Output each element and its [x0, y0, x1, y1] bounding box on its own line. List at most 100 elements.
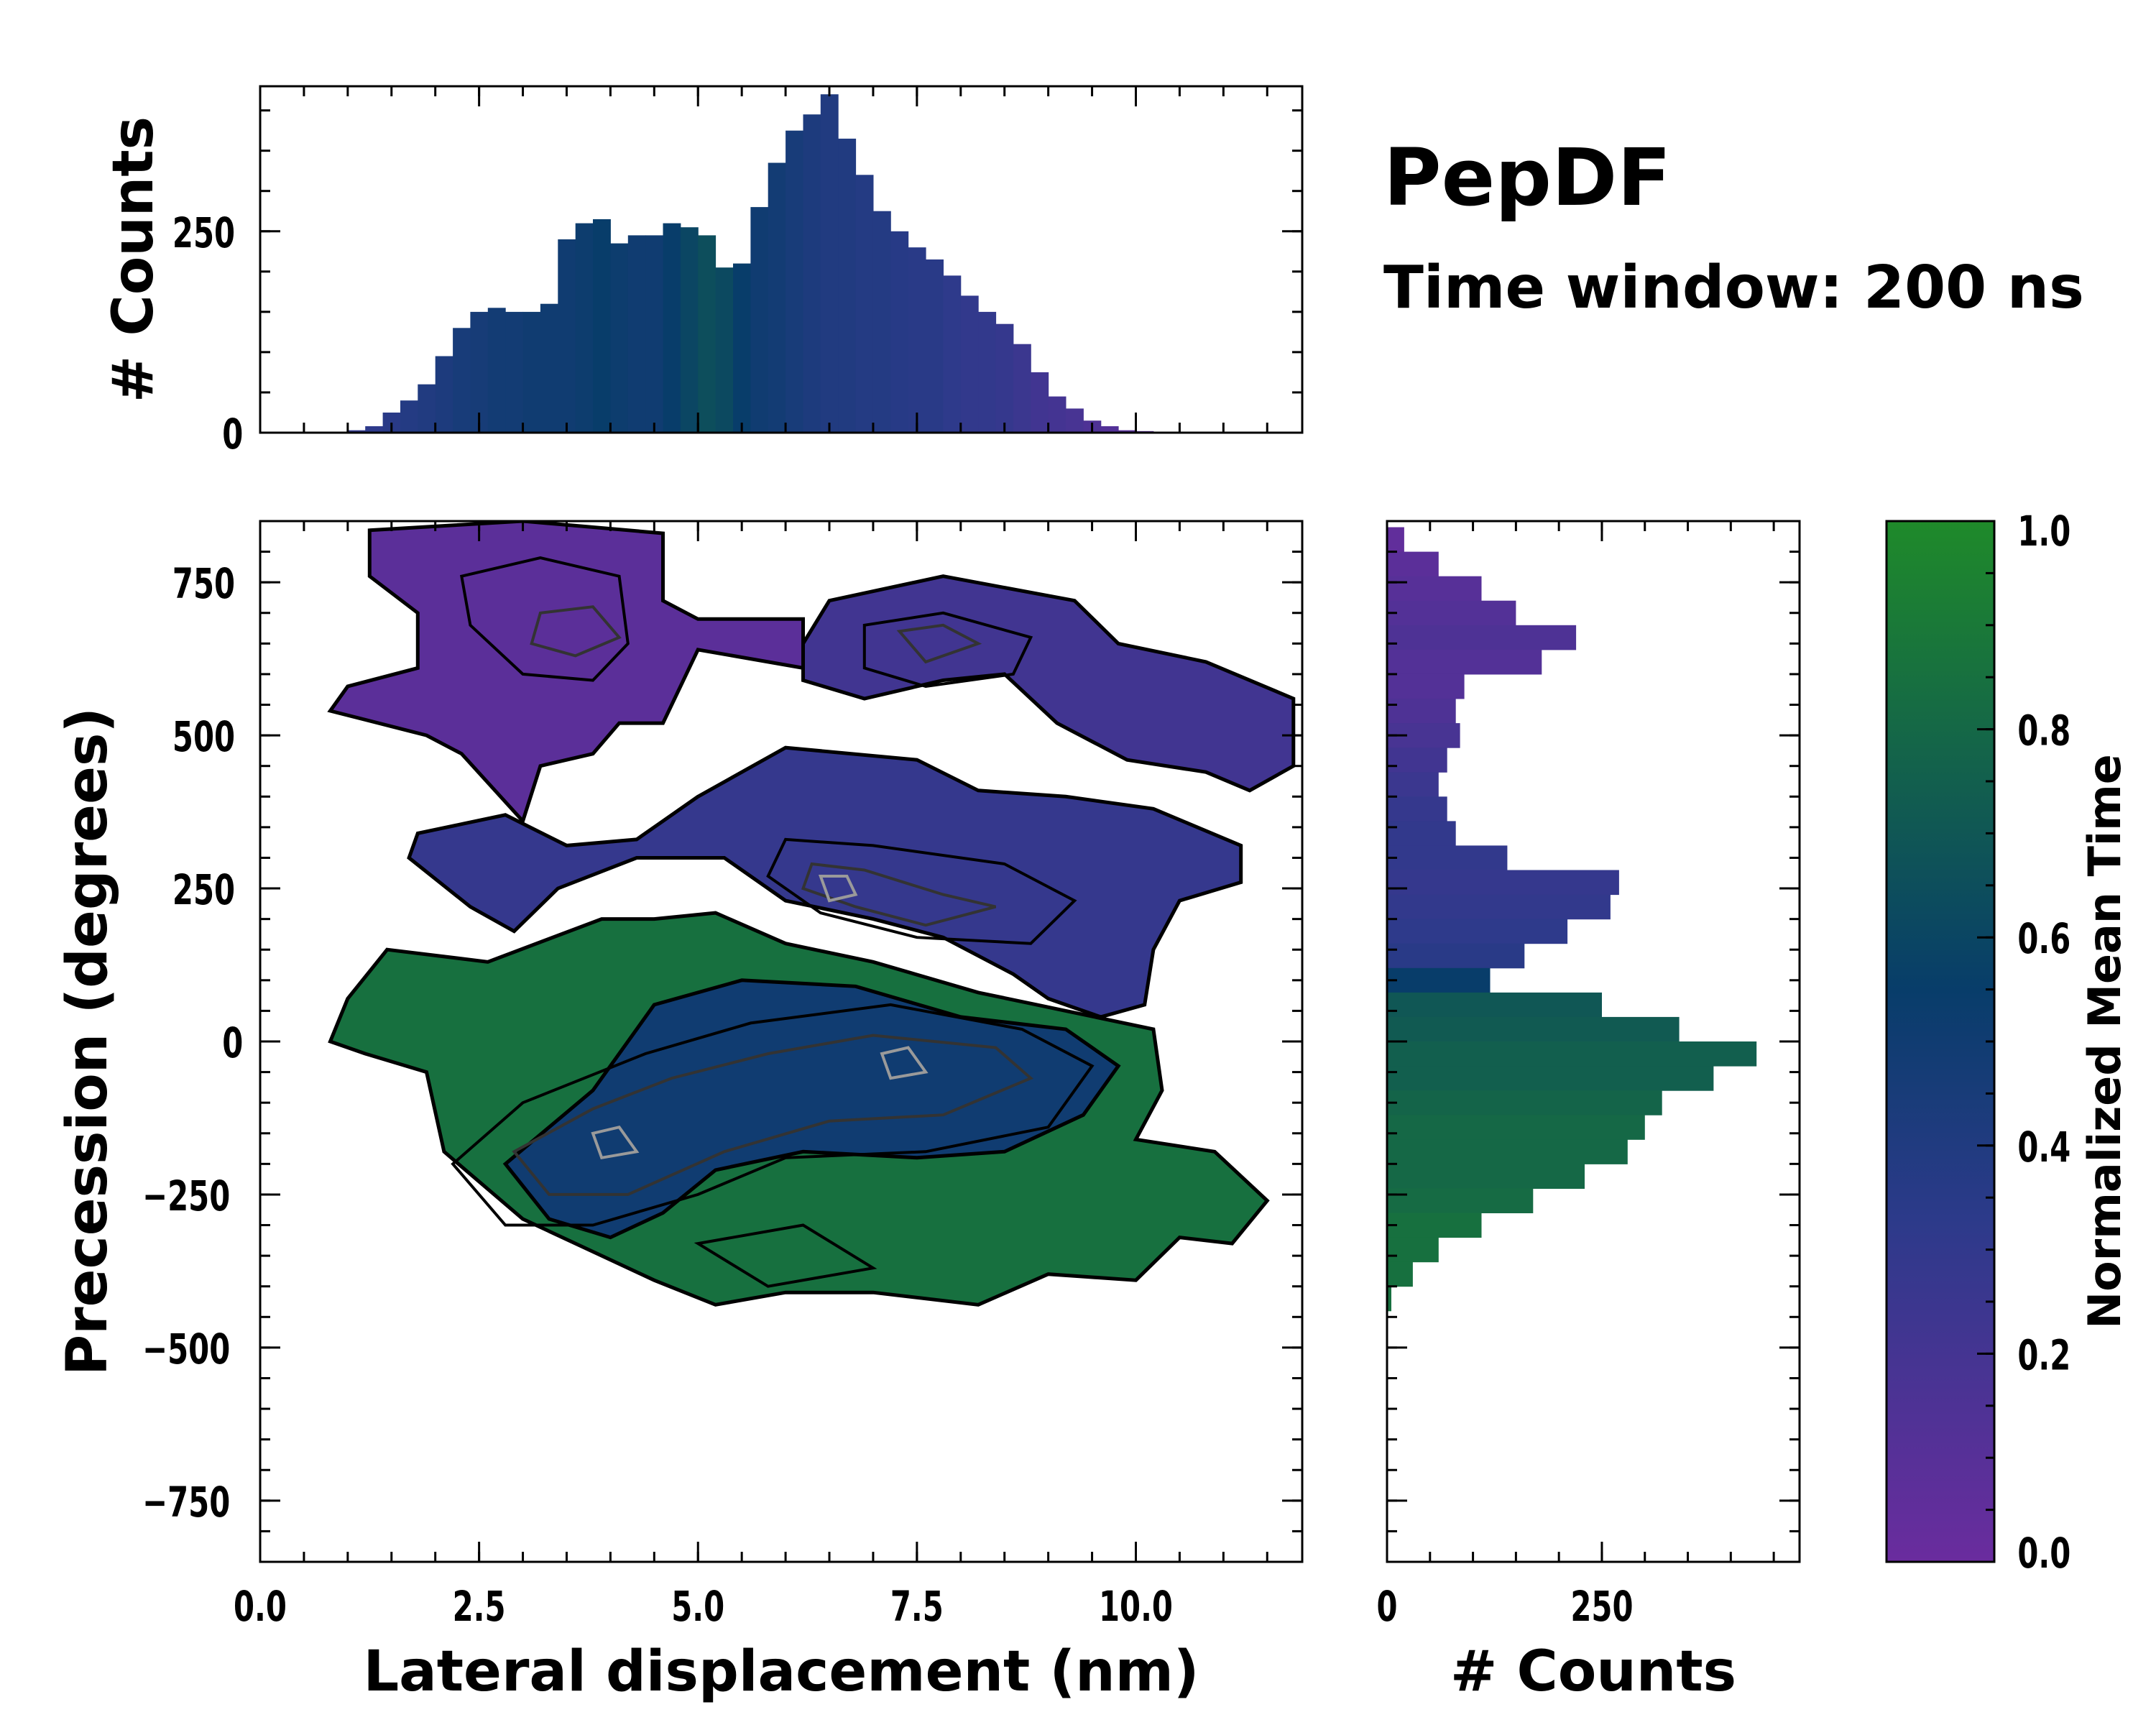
top-bar [908, 247, 926, 433]
top-bar [1031, 372, 1049, 433]
top-bar [838, 138, 857, 433]
top-bar [733, 263, 751, 433]
colorbar-tick-label: 0.2 [2017, 1330, 2070, 1379]
main-xtick-label: 0.0 [234, 1582, 287, 1631]
top-bar [365, 426, 384, 433]
colorbar-label: Normalized Mean Time [2078, 754, 2131, 1329]
top-bar [593, 219, 611, 433]
top-bar [505, 311, 524, 433]
top-bar [1100, 426, 1119, 433]
right-bar [1387, 1286, 1391, 1312]
right-bar [1387, 796, 1447, 822]
top-bar [1118, 430, 1136, 433]
right-bar [1387, 576, 1482, 602]
top-bar [627, 235, 646, 433]
right-bar [1387, 649, 1542, 675]
top-bar [786, 130, 803, 433]
contour-line-low [766, 837, 1077, 945]
top-bar [418, 384, 436, 433]
right-bar [1387, 1213, 1482, 1238]
top-bar [663, 223, 681, 433]
right-bar [1387, 1066, 1714, 1091]
contour-line-low [862, 611, 1033, 689]
top-bar [1013, 344, 1031, 433]
right-bar [1387, 1139, 1628, 1164]
right-bar [1387, 992, 1602, 1018]
top-bar [347, 430, 366, 433]
right-bar [1387, 600, 1516, 626]
main-ytick-label: 0 [222, 1018, 243, 1067]
colorbar-tick-label: 1.0 [2017, 507, 2070, 556]
right-bar [1387, 967, 1491, 993]
right-bar [1387, 1016, 1680, 1042]
right-bar [1387, 625, 1577, 650]
right-bar [1387, 821, 1456, 846]
main-ytick-label: −500 [142, 1325, 230, 1374]
right-marginal-xlabel: # Counts [1450, 1639, 1736, 1704]
contour-line-mid [896, 623, 982, 664]
heatmap-region [407, 745, 1243, 1019]
main-xtick-label: 7.5 [890, 1582, 944, 1631]
right-xtick-label: 0 [1376, 1582, 1397, 1631]
right-bar [1387, 673, 1465, 699]
top-bar [1048, 396, 1067, 433]
right-xtick-label: 250 [1570, 1582, 1633, 1631]
contour-line-high [591, 1125, 640, 1160]
top-bar [435, 356, 453, 433]
top-bar [768, 162, 786, 433]
colorbar: 0.0 0.2 0.4 0.6 0.8 1.0 Normalized Mean Time [1885, 507, 2131, 1578]
right-bar [1387, 870, 1619, 896]
right-bar [1387, 1164, 1585, 1189]
right-bar [1387, 772, 1439, 797]
colorbar-tick-label: 0.0 [2017, 1529, 2070, 1578]
contour-line-low [459, 556, 630, 682]
right-bar [1387, 1090, 1662, 1116]
right-bar [1387, 894, 1611, 920]
right-bar [1387, 748, 1447, 773]
right-bar [1387, 1188, 1534, 1213]
top-bar [803, 114, 821, 433]
right-marginal-chart: 0 250 # Counts [1376, 520, 1801, 1704]
top-bar [943, 275, 962, 433]
contour-line-high [818, 875, 858, 903]
top-ytick-label: 0 [222, 410, 243, 459]
top-bar [820, 94, 839, 433]
top-marginal-ylabel: # Counts [101, 116, 166, 402]
main-ytick-label: 250 [172, 865, 235, 914]
top-bar [522, 311, 541, 433]
right-bar [1387, 919, 1568, 944]
main-ytick-label: −250 [142, 1172, 230, 1220]
main-ytick-label: 500 [172, 712, 235, 761]
top-ytick-label: 250 [172, 208, 235, 257]
main-ylabel: Precession (degrees) [55, 707, 120, 1376]
main-ytick-label: 750 [172, 559, 235, 608]
top-bar [995, 323, 1014, 433]
top-bar [890, 231, 909, 433]
figure-subtitle: Time window: 200 ns [1383, 254, 2084, 322]
top-bar [960, 295, 979, 433]
top-bar [540, 303, 558, 433]
top-bar [487, 308, 506, 433]
right-bar [1387, 1237, 1439, 1263]
contour-line-mid [801, 862, 997, 927]
right-bar [1387, 527, 1404, 553]
right-bar [1387, 699, 1456, 724]
contour-line-mid [512, 1034, 1034, 1196]
top-bar [698, 235, 717, 433]
main-xtick-label: 2.5 [453, 1582, 506, 1631]
top-bar [400, 400, 418, 433]
contour-line-low [694, 1223, 877, 1288]
main-xtick-label: 10.0 [1099, 1582, 1173, 1631]
contour-line-mid [530, 605, 622, 658]
heatmap-region [801, 574, 1296, 793]
top-marginal-chart: 0 250 # Counts [101, 85, 1304, 459]
right-bar [1387, 551, 1439, 577]
main-xlabel: Lateral displacement (nm) [363, 1639, 1199, 1704]
right-bar [1387, 1261, 1413, 1287]
top-bar [470, 311, 489, 433]
colorbar-tick-label: 0.6 [2017, 914, 2070, 963]
top-bar [645, 235, 663, 433]
contour-line-high [880, 1046, 929, 1080]
top-bar [610, 243, 629, 433]
